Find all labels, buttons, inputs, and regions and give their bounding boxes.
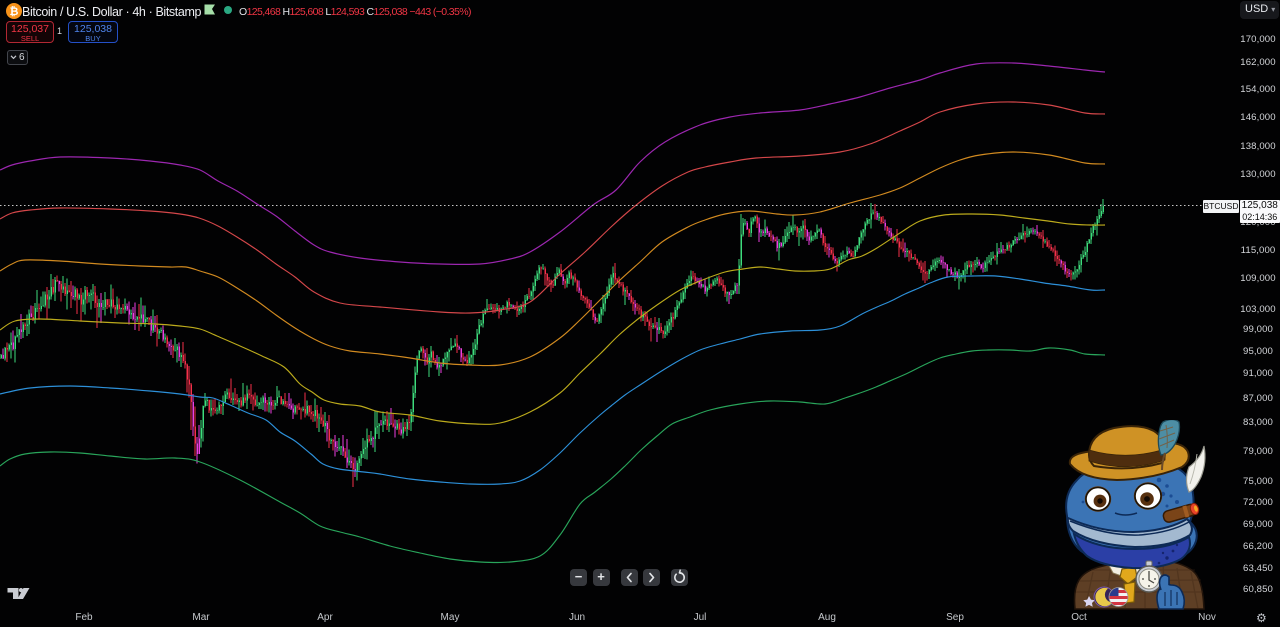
svg-text:₿: ₿: [10, 6, 19, 18]
